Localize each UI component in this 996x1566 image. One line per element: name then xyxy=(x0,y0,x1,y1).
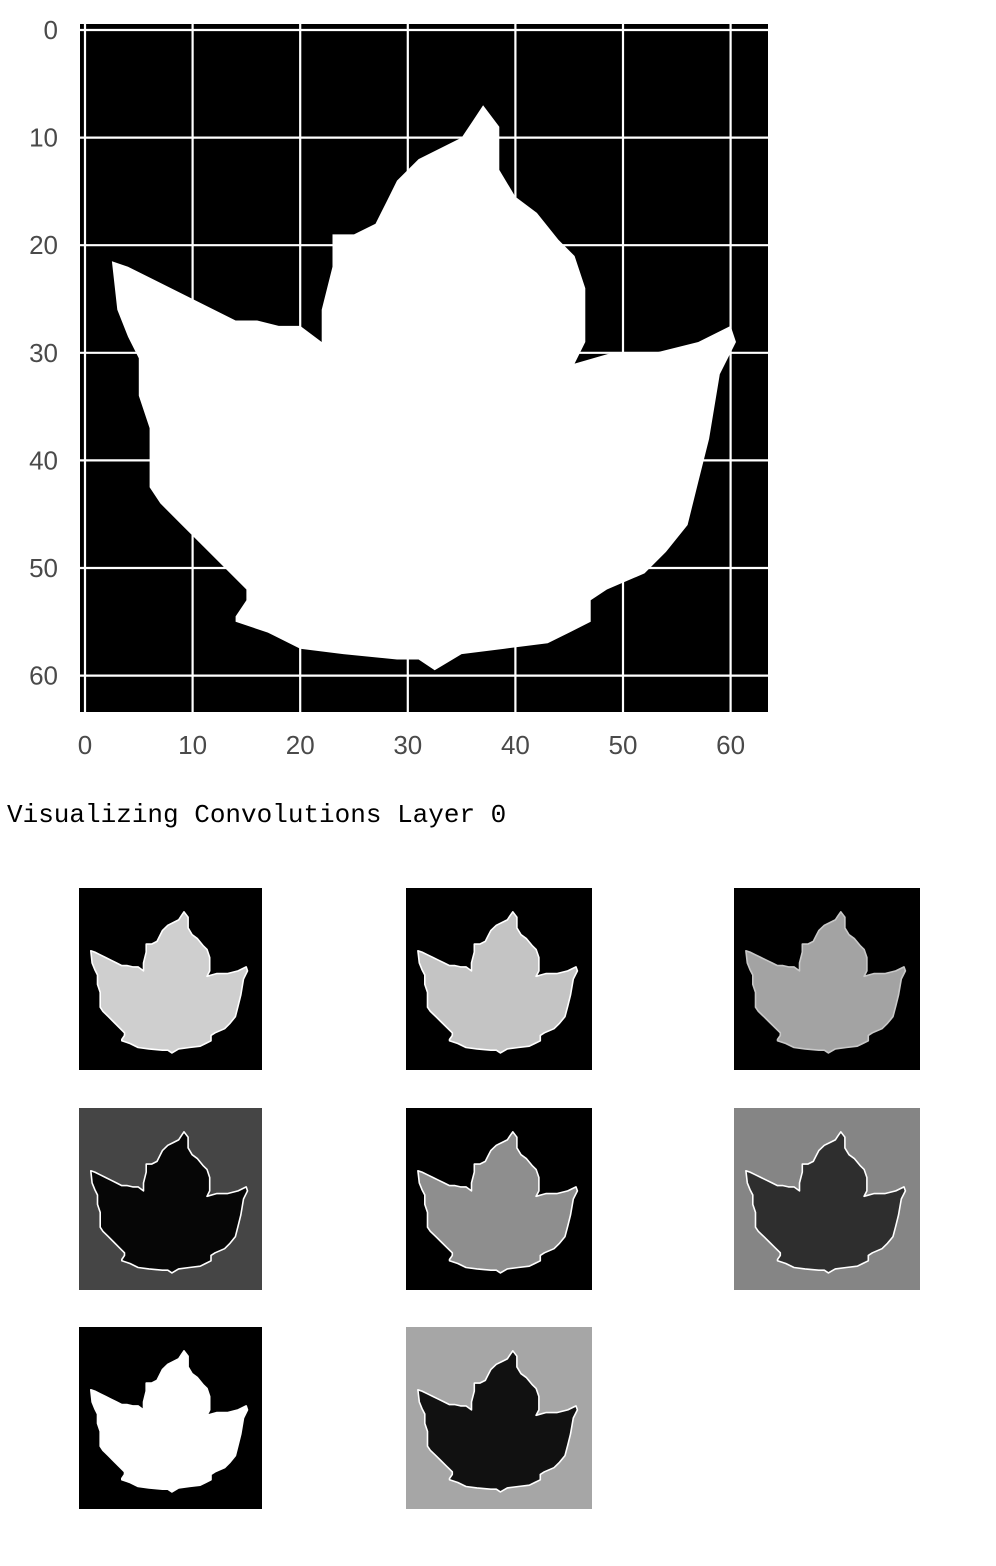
section-caption: Visualizing Convolutions Layer 0 xyxy=(7,800,507,830)
feature-map-5 xyxy=(734,1108,920,1290)
feature-map-3 xyxy=(79,1108,262,1290)
feature-map-leaf xyxy=(745,910,907,1054)
feature-map-6 xyxy=(79,1327,262,1509)
y-tick-label: 50 xyxy=(29,553,58,583)
y-tick-label: 20 xyxy=(29,230,58,260)
feature-map-0 xyxy=(79,888,262,1070)
x-axis-ticks: 0 10 20 30 40 50 60 xyxy=(78,730,745,760)
y-tick-label: 10 xyxy=(29,123,58,153)
feature-map-leaf xyxy=(417,910,579,1054)
y-tick-label: 0 xyxy=(44,15,58,45)
x-tick-label: 30 xyxy=(393,730,422,760)
y-tick-label: 60 xyxy=(29,661,58,691)
feature-map-4 xyxy=(406,1108,592,1290)
feature-map-leaf xyxy=(417,1130,579,1274)
feature-map-leaf xyxy=(745,1130,907,1274)
x-tick-label: 10 xyxy=(178,730,207,760)
x-tick-label: 0 xyxy=(78,730,92,760)
feature-map-1 xyxy=(406,888,592,1070)
x-tick-label: 50 xyxy=(609,730,638,760)
y-tick-label: 40 xyxy=(29,445,58,475)
plot-area xyxy=(80,24,768,712)
feature-map-leaf xyxy=(90,910,249,1054)
feature-map-leaf xyxy=(90,1130,249,1274)
x-tick-label: 40 xyxy=(501,730,530,760)
leaf-shape xyxy=(111,105,736,671)
input-image-plot: 0 10 20 30 40 50 60 0 10 20 30 40 50 60 xyxy=(29,15,768,760)
feature-map-7 xyxy=(406,1327,592,1509)
y-tick-label: 30 xyxy=(29,338,58,368)
feature-map-2 xyxy=(734,888,920,1070)
feature-map-leaf xyxy=(90,1349,249,1493)
y-axis-ticks: 0 10 20 30 40 50 60 xyxy=(29,15,58,691)
x-tick-label: 20 xyxy=(286,730,315,760)
feature-map-leaf xyxy=(417,1349,579,1493)
x-tick-label: 60 xyxy=(716,730,745,760)
